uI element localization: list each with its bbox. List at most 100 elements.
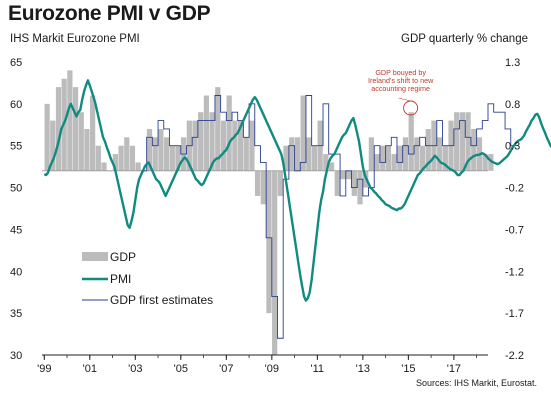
y2-tick-label: -0.7 xyxy=(505,224,524,236)
gdp-bar xyxy=(328,162,335,171)
gdp-bar xyxy=(169,145,175,171)
gdp-bar xyxy=(215,87,221,171)
gdp-bar xyxy=(124,137,130,171)
y-tick-label: 45 xyxy=(10,224,22,236)
gdp-bar xyxy=(129,145,136,171)
gdp-bar xyxy=(78,112,84,171)
pmi-line xyxy=(43,79,551,302)
gdp-bar xyxy=(442,145,448,171)
legend-estimates-label: GDP first estimates xyxy=(110,293,213,307)
gdp-bar xyxy=(158,128,164,171)
gdp-bar xyxy=(334,170,340,196)
gdp-bar xyxy=(323,154,329,171)
y-tick-label: 35 xyxy=(10,308,22,320)
x-tick-label: '11 xyxy=(311,363,325,375)
gdp-bar xyxy=(243,137,249,171)
annotation-text: accounting regime xyxy=(371,84,430,93)
gdp-bar xyxy=(425,128,431,171)
gdp-bar xyxy=(72,87,79,171)
axes-group: 30 35 40 45 50 55 60 65 -2.2 -1.7 -1.2 -0.7 -0.2 0.3 0… xyxy=(10,57,524,375)
gdp-bar xyxy=(459,112,466,171)
gdp-bar xyxy=(437,137,443,171)
annotation-text: GDP bouyed by xyxy=(375,68,426,77)
x-tick-label: '03 xyxy=(128,363,142,375)
y2-tick-label: -2.2 xyxy=(505,350,524,362)
gdp-bar xyxy=(260,170,266,205)
gdp-bar xyxy=(402,137,409,171)
gdp-bar xyxy=(152,137,158,171)
legend: GDP PMI GDP first estimates xyxy=(82,250,213,307)
left-axis-title: IHS Markit Eurozone PMI xyxy=(10,33,140,45)
legend-pmi-label: PMI xyxy=(110,272,131,286)
y-tick-label: 55 xyxy=(10,141,22,153)
y-tick-label: 60 xyxy=(10,99,22,111)
y2-tick-label: -1.2 xyxy=(505,266,524,278)
y2-tick-label: 0.3 xyxy=(505,141,520,153)
source-note: Sources: IHS Markit, Eurostat. xyxy=(415,378,537,388)
x-tick-label: '15 xyxy=(401,363,415,375)
gdp-bar xyxy=(112,154,118,171)
gdp-bar xyxy=(67,70,73,171)
y-tick-label: 65 xyxy=(10,57,22,69)
y-tick-label: 50 xyxy=(10,183,22,195)
gdp-bar xyxy=(368,137,374,171)
gdp-bar xyxy=(351,170,357,196)
gdp-bar xyxy=(311,145,318,171)
x-tick-label: '99 xyxy=(37,363,51,375)
gdp-first-estimates-group xyxy=(140,95,517,339)
gdp-bar xyxy=(294,137,301,171)
gdp-bar xyxy=(397,145,403,171)
gdp-bar xyxy=(55,87,62,171)
y2-tick-label: 0.8 xyxy=(505,99,520,111)
gdp-bar xyxy=(146,128,153,171)
gdp-bar xyxy=(203,95,210,171)
gdp-bar xyxy=(266,170,272,314)
gdp-bar xyxy=(471,128,477,171)
gdp-bars xyxy=(44,70,494,355)
y2-tick-label: -1.7 xyxy=(505,308,524,320)
gdp-bar xyxy=(289,137,295,171)
gdp-bar xyxy=(306,137,312,171)
gdp-bar xyxy=(408,112,414,171)
pmi-line-group xyxy=(43,79,551,302)
gdp-bar xyxy=(101,162,107,171)
gdp-bar xyxy=(118,145,124,171)
x-tick-label: '07 xyxy=(219,363,233,375)
legend-gdp-swatch xyxy=(82,252,108,261)
x-tick-label: '05 xyxy=(174,363,188,375)
gdp-bar xyxy=(226,95,232,171)
gdp-bar xyxy=(340,170,346,180)
gdp-bar xyxy=(198,112,204,171)
gdp-bar xyxy=(249,120,255,171)
annotation-text: Ireland's shift to new xyxy=(368,76,434,85)
gdp-bar xyxy=(414,137,420,171)
gdp-bar xyxy=(454,112,460,171)
gdp-bar xyxy=(419,145,426,171)
annotation-leader xyxy=(398,97,411,102)
chart-title: Eurozone PMI v GDP xyxy=(8,2,211,25)
gdp-bar xyxy=(374,154,380,171)
gdp-bar xyxy=(254,170,261,196)
y-tick-label: 40 xyxy=(10,266,22,278)
gdp-bar xyxy=(163,137,170,171)
y-tick-label: 30 xyxy=(10,350,22,362)
gdp-bar xyxy=(84,128,90,171)
gdp-bar xyxy=(232,120,238,171)
gdp-bar xyxy=(465,112,471,171)
gdp-bar xyxy=(283,145,289,171)
y2-tick-label: -0.2 xyxy=(505,183,524,195)
gdp-bar xyxy=(175,145,181,171)
gdp-first-estimates-line xyxy=(140,95,517,339)
gdp-bar xyxy=(482,154,488,171)
x-tick-label: '17 xyxy=(447,363,461,375)
gdp-bar xyxy=(346,170,352,180)
gdp-bar xyxy=(44,103,50,171)
right-axis-title: GDP quarterly % change xyxy=(401,33,528,45)
gdp-bar xyxy=(385,145,392,171)
gdp-bar xyxy=(220,120,227,171)
legend-gdp-label: GDP xyxy=(110,250,136,264)
gdp-bar xyxy=(488,154,494,171)
